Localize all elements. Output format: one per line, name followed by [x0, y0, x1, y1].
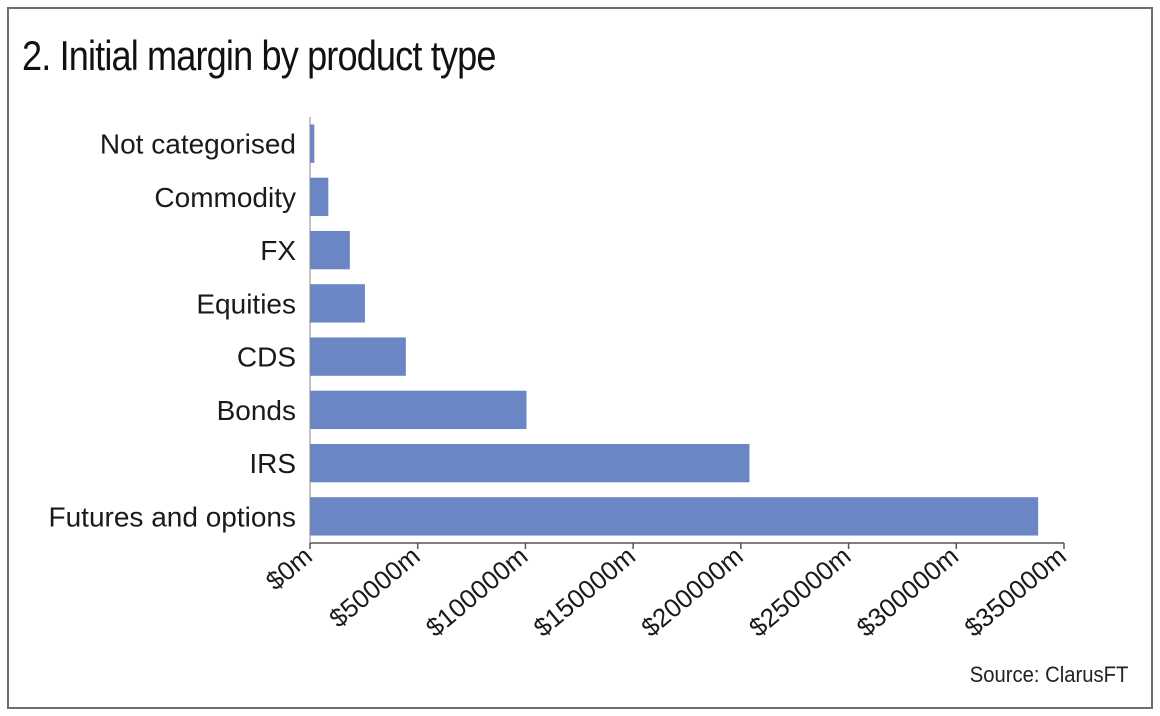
category-labels: Not categorised Commodity FX Equities CDS Bon…	[49, 129, 297, 533]
x-tick-label: $350000m	[958, 541, 1071, 643]
source-note: Source: ClarusFT	[969, 662, 1128, 687]
x-tick-label: $0m	[260, 541, 318, 596]
x-tick-label: $250000m	[743, 541, 856, 643]
x-tick-label: $150000m	[528, 541, 641, 643]
bar-fx	[310, 230, 350, 270]
category-label-fx: FX	[260, 235, 296, 266]
category-label-futures-and-options: Futures and options	[49, 501, 297, 532]
chart-frame	[7, 7, 1153, 709]
bars-group	[310, 124, 1039, 536]
bar-equities	[310, 284, 365, 323]
category-label-bonds: Bonds	[217, 395, 296, 426]
chart-title: 2. Initial margin by product type	[22, 32, 496, 79]
x-tick-label: $200000m	[635, 541, 748, 643]
bar-cds	[310, 337, 406, 376]
bar-irs	[310, 443, 750, 483]
category-label-not-categorised: Not categorised	[100, 129, 296, 160]
bar-bonds	[310, 390, 527, 430]
x-axis: $0m $50000m$100000m$150000m$200000m$25000…	[260, 117, 1072, 643]
x-tick-label: $100000m	[420, 541, 533, 643]
x-tick-label: $50000m	[323, 541, 425, 634]
bar-commodity	[310, 177, 329, 217]
bar-not-categorised	[310, 124, 315, 163]
category-label-commodity: Commodity	[154, 182, 296, 213]
category-label-cds: CDS	[237, 342, 296, 373]
bar-futures-and-options	[310, 497, 1039, 536]
x-tick-label: $300000m	[851, 541, 964, 643]
category-label-equities: Equities	[196, 288, 296, 319]
category-label-irs: IRS	[249, 448, 296, 479]
